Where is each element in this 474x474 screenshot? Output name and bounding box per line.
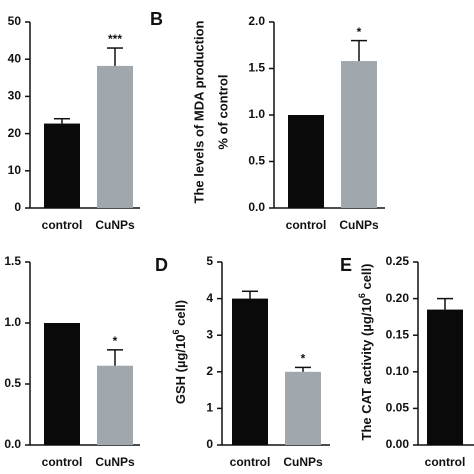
y-tick-label: 0.05	[386, 401, 410, 415]
y-tick-label: 30	[8, 89, 22, 103]
y-tick-label: 0.20	[386, 291, 410, 305]
y-axis-label-part: 6	[357, 293, 367, 298]
bar	[97, 65, 133, 208]
y-tick-label: 1	[206, 401, 213, 415]
y-tick-label: 2	[206, 364, 213, 378]
significance: *	[113, 334, 118, 348]
x-tick-label: CuNPs	[339, 218, 379, 232]
significance: *	[357, 25, 362, 39]
y-tick-label: 50	[8, 14, 22, 28]
panel-letter: E	[340, 255, 352, 275]
y-tick-label: 0.0	[248, 200, 265, 214]
y-tick-label: 5	[206, 254, 213, 268]
bar	[427, 309, 463, 445]
y-axis-label-part: The CAT activity (µg/10	[359, 298, 374, 440]
x-tick-label: control	[230, 455, 271, 469]
x-tick-label: control	[42, 455, 83, 469]
bar	[97, 365, 133, 445]
y-tick-label: 0.25	[386, 254, 410, 268]
y-tick-label: 0.00	[386, 437, 410, 451]
y-tick-label: 4	[206, 291, 213, 305]
y-tick-label: 0.10	[386, 364, 410, 378]
x-tick-label: CuNPs	[283, 455, 323, 469]
y-tick-label: 1.0	[248, 107, 265, 121]
y-axis-label-part: GSH (µg/10	[173, 335, 188, 405]
bar	[288, 115, 324, 208]
x-tick-label: control	[286, 218, 327, 232]
y-tick-label: 0	[206, 437, 213, 451]
significance: *	[301, 352, 306, 366]
x-tick-label: CuNPs	[95, 218, 135, 232]
bar	[44, 123, 80, 208]
y-tick-label: 10	[8, 163, 22, 177]
panel-letter: B	[150, 9, 163, 29]
bar	[232, 298, 268, 445]
x-tick-label: control	[425, 455, 466, 469]
y-tick-label: 40	[8, 51, 22, 65]
y-axis-label: % of control	[215, 74, 230, 149]
x-tick-label: CuNPs	[95, 455, 135, 469]
y-tick-label: 20	[8, 126, 22, 140]
y-tick-label: 3	[206, 327, 213, 341]
y-axis-label: The CAT activity (µg/106 cell)	[357, 264, 374, 441]
y-axis-label-part: cell)	[173, 300, 188, 330]
panel-letter: D	[155, 255, 168, 275]
significance: ***	[108, 32, 122, 46]
y-tick-label: 0.5	[248, 154, 265, 168]
y-axis-label-part: cell)	[359, 264, 374, 294]
y-tick-label: 0.15	[386, 327, 410, 341]
y-tick-label: 0	[14, 200, 21, 214]
y-tick-label: 2.0	[248, 14, 265, 28]
bar	[285, 371, 321, 445]
bar	[44, 323, 80, 445]
y-axis-label-part: 6	[171, 329, 181, 334]
bar	[341, 61, 377, 209]
x-tick-label: control	[42, 218, 83, 232]
y-axis-label: GSH (µg/106 cell)	[171, 300, 188, 404]
y-axis-label: The levels of MDA production	[191, 20, 206, 203]
y-tick-label: 1.5	[4, 254, 21, 268]
y-tick-label: 1.0	[4, 315, 21, 329]
y-tick-label: 1.5	[248, 61, 265, 75]
y-tick-label: 0.5	[4, 376, 21, 390]
y-tick-label: 0.0	[4, 437, 21, 451]
